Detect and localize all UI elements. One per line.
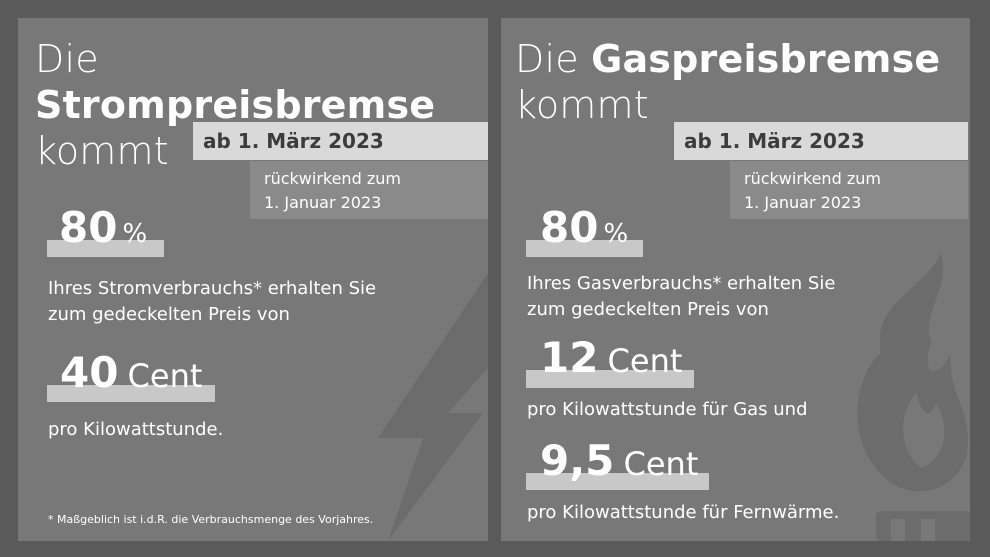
- strom-share-description: Ihres Stromverbrauchs* erhalten Sie zum …: [48, 278, 377, 325]
- strom-price: 40 Cent: [47, 348, 215, 402]
- strom-start-date: ab 1. März 2023: [193, 122, 488, 160]
- gas-price: 12 Cent: [526, 333, 694, 388]
- footnote: * Maßgeblich ist i.d.R. die Verbrauchsme…: [48, 513, 374, 526]
- gaspreisbremse-panel: Die Gaspreisbremse kommt ab 1. März 2023…: [501, 18, 970, 541]
- fernwaerme-price: 9,5 Cent: [526, 436, 709, 490]
- strom-title: Die Strompreisbremse kommt: [35, 37, 436, 173]
- gas-start-date: ab 1. März 2023: [674, 122, 968, 160]
- strompreisbremse-panel: Die Strompreisbremse kommt ab 1. März 20…: [18, 18, 488, 541]
- gas-percentage: 80 %: [526, 203, 643, 257]
- gas-flame-icon: [857, 253, 970, 541]
- gas-share-description: Ihres Gasverbrauchs* erhalten Sie zum ge…: [527, 273, 836, 320]
- fernwaerme-price-unit-description: pro Kilowattstunde für Fernwärme.: [527, 502, 840, 523]
- gas-price-unit-description: pro Kilowattstunde für Gas und: [527, 399, 808, 420]
- gas-retroactive-note: rückwirkend zum 1. Januar 2023: [730, 161, 968, 219]
- gas-title: Die Gaspreisbremse kommt: [515, 37, 941, 127]
- strom-price-unit-description: pro Kilowattstunde.: [48, 419, 224, 440]
- strom-retroactive-note: rückwirkend zum 1. Januar 2023: [250, 161, 488, 219]
- strom-percentage: 80 %: [47, 203, 164, 257]
